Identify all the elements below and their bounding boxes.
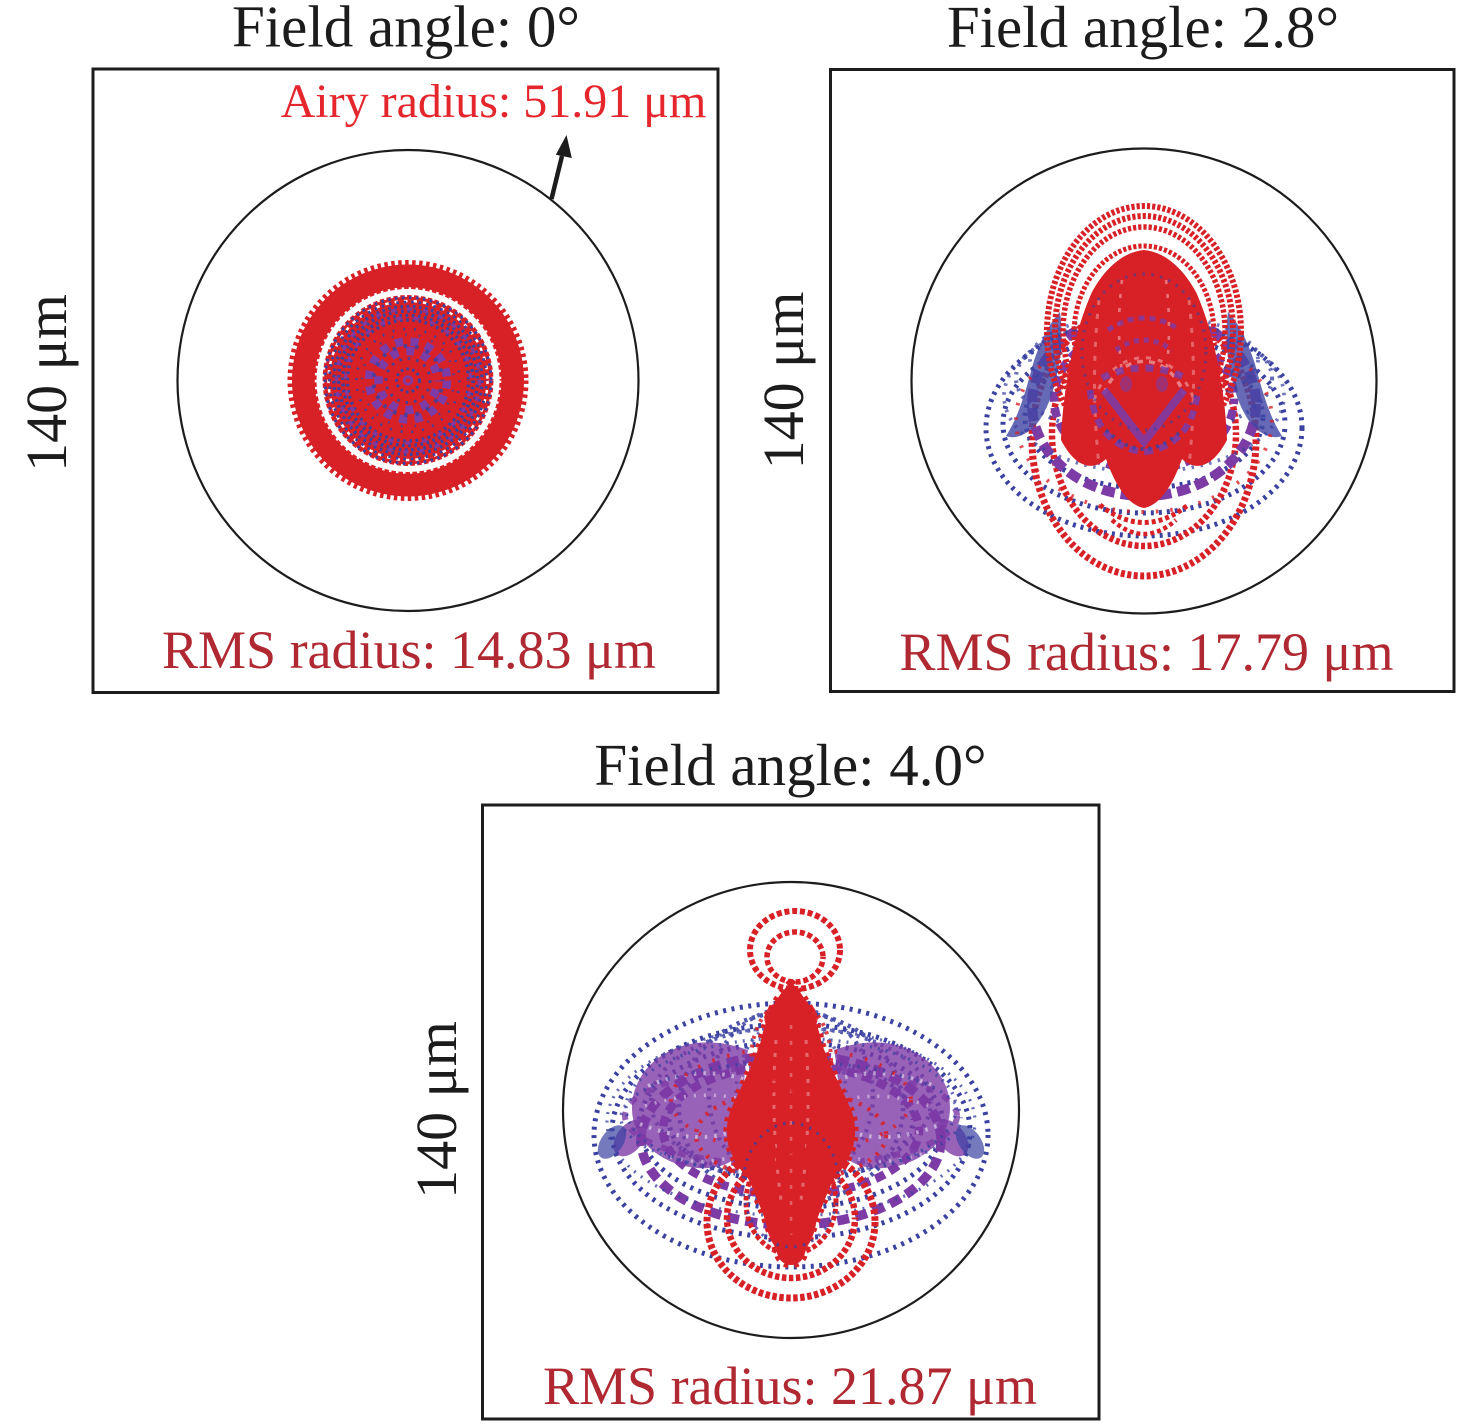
- svg-text:140 μm: 140 μm: [14, 294, 79, 472]
- svg-text:Field angle: 4.0°: Field angle: 4.0°: [594, 732, 986, 798]
- svg-text:RMS radius: 14.83 μm: RMS radius: 14.83 μm: [162, 620, 656, 680]
- svg-text:Field angle: 2.8°: Field angle: 2.8°: [947, 0, 1339, 60]
- svg-text:RMS radius: 21.87 μm: RMS radius: 21.87 μm: [543, 1356, 1037, 1416]
- svg-text:RMS radius: 17.79 μm: RMS radius: 17.79 μm: [900, 622, 1394, 682]
- svg-text:140 μm: 140 μm: [751, 292, 816, 470]
- svg-text:Airy radius: 51.91 μm: Airy radius: 51.91 μm: [281, 75, 707, 128]
- svg-text:140 μm: 140 μm: [404, 1021, 469, 1199]
- svg-text:Field angle: 0°: Field angle: 0°: [232, 0, 580, 60]
